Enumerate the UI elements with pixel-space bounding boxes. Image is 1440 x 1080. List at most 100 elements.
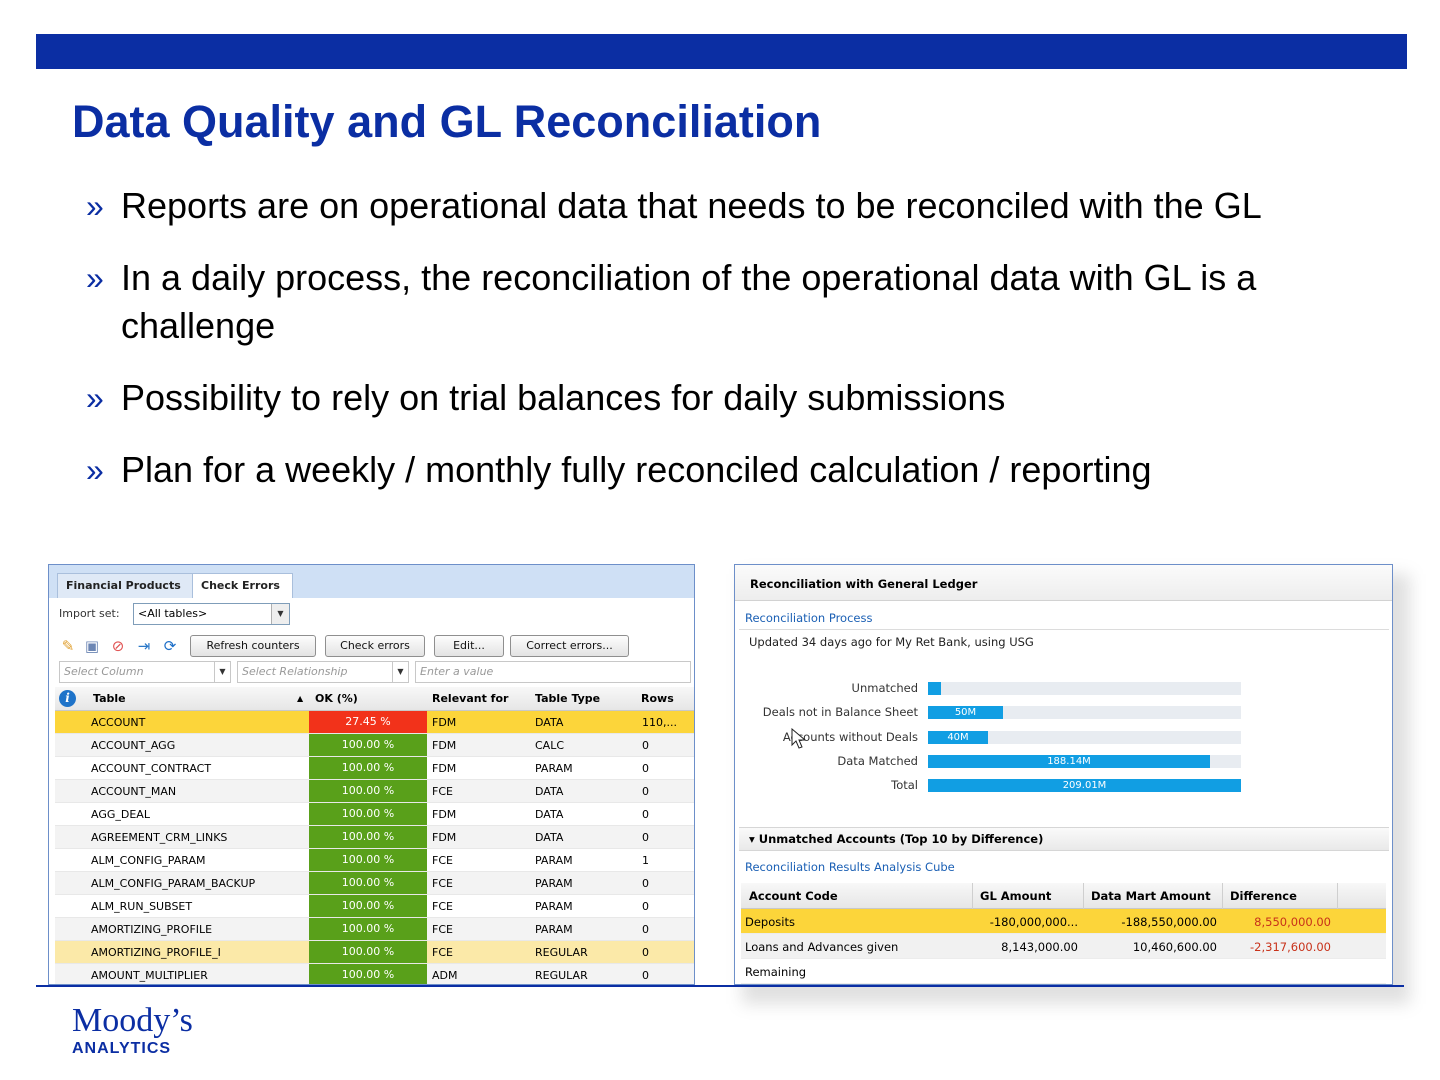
unmatched-accounts-section-header[interactable]: ▾ Unmatched Accounts (Top 10 by Differen… xyxy=(739,827,1389,851)
tab-check-errors[interactable]: Check Errors xyxy=(192,573,293,598)
rows-count-cell: 0 xyxy=(642,969,649,982)
table-name-cell: AMORTIZING_PROFILE_I xyxy=(91,946,221,959)
ok-percent-cell: 100.00 % xyxy=(309,872,427,894)
check-errors-button[interactable]: Check errors xyxy=(325,635,425,657)
table-row[interactable]: ALM_RUN_SUBSET 100.00 % FCE PARAM 0 xyxy=(55,895,694,918)
table-name-cell: ALM_RUN_SUBSET xyxy=(91,900,193,913)
table-name-cell: ACCOUNT xyxy=(91,716,146,729)
table-type-cell: PARAM xyxy=(535,923,573,936)
table-name-cell: ACCOUNT_AGG xyxy=(91,739,176,752)
table-row[interactable]: ACCOUNT_CONTRACT 100.00 % FDM PARAM 0 xyxy=(55,757,694,780)
bar-fill[interactable]: 188.14M xyxy=(928,755,1210,768)
correct-errors-button[interactable]: Correct errors... xyxy=(510,635,629,657)
import-set-value: <All tables> xyxy=(138,607,208,620)
relevant-for-cell: FDM xyxy=(432,808,457,821)
analysis-cube-link[interactable]: Reconciliation Results Analysis Cube xyxy=(745,860,955,874)
bar-label: Deals not in Balance Sheet xyxy=(762,705,918,719)
tab-financial-products[interactable]: Financial Products xyxy=(57,573,193,598)
filter-value-input[interactable]: Enter a value xyxy=(415,661,691,683)
gl-amount-cell: -180,000,000... xyxy=(989,915,1078,929)
bar-label: Total xyxy=(891,778,918,792)
rows-count-cell: 0 xyxy=(642,762,649,775)
edit-button[interactable]: Edit... xyxy=(434,635,504,657)
cancel-icon[interactable]: ⊘ xyxy=(111,637,125,655)
relevant-for-cell: FDM xyxy=(432,739,457,752)
rows-count-cell: 1 xyxy=(642,854,649,867)
table-type-cell: DATA xyxy=(535,716,564,729)
info-icon[interactable]: i xyxy=(59,690,76,707)
ok-percent-cell: 100.00 % xyxy=(309,941,427,963)
top-banner-bar xyxy=(36,34,1407,69)
sort-asc-icon[interactable]: ▲ xyxy=(297,694,304,703)
column-header-data-mart-amount[interactable]: Data Mart Amount xyxy=(1091,889,1211,903)
gl-amount-cell: 8,143,000.00 xyxy=(1001,940,1078,954)
refresh-counters-button[interactable]: Refresh counters xyxy=(190,635,316,657)
bullet-item: » Reports are on operational data that ne… xyxy=(86,182,1386,230)
table-name-cell: ALM_CONFIG_PARAM xyxy=(91,854,206,867)
bullet-item: » In a daily process, the reconciliation … xyxy=(86,254,1386,350)
column-header-table[interactable]: Table xyxy=(93,692,126,705)
bar-track: 50M xyxy=(928,706,1241,719)
rows-count-cell: 0 xyxy=(642,739,649,752)
select-column-placeholder: Select Column xyxy=(64,665,144,678)
column-header-ok[interactable]: OK (%) xyxy=(315,692,358,705)
select-relationship-dropdown[interactable]: Select Relationship ▼ xyxy=(237,661,409,683)
column-header-gl-amount[interactable]: GL Amount xyxy=(980,889,1052,903)
refresh-icon[interactable]: ⟳ xyxy=(163,637,177,655)
table-row[interactable]: AGG_DEAL 100.00 % FDM DATA 0 xyxy=(55,803,694,826)
table-row[interactable]: Remaining xyxy=(741,959,1386,984)
bullet-text: Possibility to rely on trial balances fo… xyxy=(121,377,1006,418)
select-relationship-placeholder: Select Relationship xyxy=(242,665,348,678)
table-row[interactable]: ACCOUNT_MAN 100.00 % FCE DATA 0 xyxy=(55,780,694,803)
import-set-label: Import set: xyxy=(59,607,120,620)
table-row[interactable]: AGREEMENT_CRM_LINKS 100.00 % FDM DATA 0 xyxy=(55,826,694,849)
table-row[interactable]: Loans and Advances given 8,143,000.00 10,4… xyxy=(741,934,1386,959)
pencil-icon[interactable]: ✎ xyxy=(61,637,75,655)
table-row[interactable]: Deposits -180,000,000... -188,550,000.00 8,… xyxy=(741,909,1386,934)
relevant-for-cell: FCE xyxy=(432,946,453,959)
table-row[interactable]: ACCOUNT_AGG 100.00 % FDM CALC 0 xyxy=(55,734,694,757)
unmatched-accounts-table: Account Code GL Amount Data Mart Amount … xyxy=(741,883,1386,984)
bar-fill[interactable]: 40M xyxy=(928,731,988,744)
table-row[interactable]: ALM_CONFIG_PARAM 100.00 % FCE PARAM 1 xyxy=(55,849,694,872)
table-row[interactable]: ACCOUNT 27.45 % FDM DATA 110,... xyxy=(55,711,694,734)
column-header-account-code[interactable]: Account Code xyxy=(749,889,838,903)
column-header-relevant-for[interactable]: Relevant for xyxy=(432,692,509,705)
collapse-icon[interactable]: ▾ xyxy=(749,832,759,846)
errors-table: i Table ▲ OK (%) Relevant for Table Type… xyxy=(55,687,694,984)
table-row[interactable]: AMORTIZING_PROFILE 100.00 % FCE PARAM 0 xyxy=(55,918,694,941)
data-mart-amount-cell: -188,550,000.00 xyxy=(1121,915,1217,929)
table-row[interactable]: AMOUNT_MULTIPLIER 100.00 % ADM REGULAR 0 xyxy=(55,964,694,984)
table-row[interactable]: AMORTIZING_PROFILE_I 100.00 % FCE REGULAR 0 xyxy=(55,941,694,964)
column-header-difference[interactable]: Difference xyxy=(1230,889,1297,903)
table-name-cell: ALM_CONFIG_PARAM_BACKUP xyxy=(91,877,256,890)
table-body: Deposits -180,000,000... -188,550,000.00 8,… xyxy=(741,909,1386,984)
rows-count-cell: 0 xyxy=(642,923,649,936)
chevron-down-icon[interactable]: ▼ xyxy=(271,604,289,624)
save-icon[interactable]: ▣ xyxy=(84,637,100,655)
table-name-cell: AMOUNT_MULTIPLIER xyxy=(91,969,208,982)
relevant-for-cell: FCE xyxy=(432,900,453,913)
column-header-table-type[interactable]: Table Type xyxy=(535,692,601,705)
filter-bar: Select Column ▼ Select Relationship ▼ En… xyxy=(59,661,693,683)
bullet-text: Reports are on operational data that nee… xyxy=(121,185,1262,226)
difference-cell: -2,317,600.00 xyxy=(1250,940,1331,954)
account-code-cell: Loans and Advances given xyxy=(745,940,899,954)
chevron-down-icon[interactable]: ▼ xyxy=(214,662,230,682)
ok-percent-cell: 100.00 % xyxy=(309,826,427,848)
bar-fill[interactable]: 50M xyxy=(928,706,1003,719)
table-name-cell: AGG_DEAL xyxy=(91,808,150,821)
table-header: Account Code GL Amount Data Mart Amount … xyxy=(741,883,1386,909)
export-icon[interactable]: ⇥ xyxy=(137,637,151,655)
table-row[interactable]: ALM_CONFIG_PARAM_BACKUP 100.00 % FCE PARAM 0 xyxy=(55,872,694,895)
table-name-cell: ACCOUNT_MAN xyxy=(91,785,177,798)
select-column-dropdown[interactable]: Select Column ▼ xyxy=(59,661,231,683)
ok-percent-cell: 100.00 % xyxy=(309,895,427,917)
reconciliation-process-link[interactable]: Reconciliation Process xyxy=(745,611,873,625)
bar-fill[interactable]: 209.01M xyxy=(928,779,1241,792)
bar-fill[interactable] xyxy=(928,682,941,695)
import-set-select[interactable]: <All tables> ▼ xyxy=(133,603,290,625)
column-header-rows[interactable]: Rows xyxy=(641,692,674,705)
tab-strip: Financial Products Check Errors xyxy=(49,565,694,598)
chevron-down-icon[interactable]: ▼ xyxy=(392,662,408,682)
